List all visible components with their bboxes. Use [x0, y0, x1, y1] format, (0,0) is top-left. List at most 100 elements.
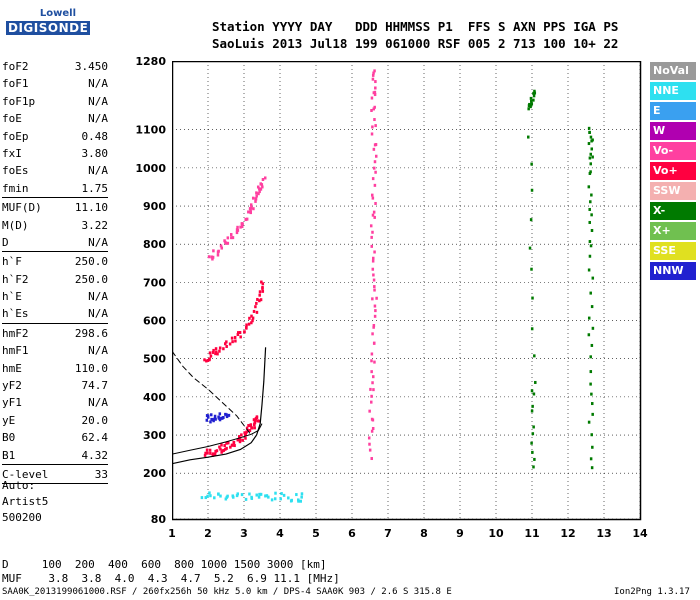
- echo-point: [254, 197, 258, 201]
- param-name: B1: [2, 448, 16, 462]
- param-name: hmF1: [2, 344, 29, 358]
- echo-point: [590, 147, 594, 151]
- param-name: foEp: [2, 129, 29, 143]
- echo-point: [530, 409, 534, 413]
- echo-point: [279, 497, 282, 501]
- echo-point: [373, 93, 377, 97]
- echo-point: [532, 94, 536, 98]
- param-group: MUF(D) 11.10 M(D) 3.22 D N/A: [2, 199, 108, 253]
- echo-point: [206, 414, 210, 418]
- echo-point: [373, 285, 376, 289]
- header-values: SaoLuis 2013 Jul18 199 061000 RSF 005 2 …: [212, 36, 619, 51]
- echo-point: [370, 417, 374, 421]
- param-group: foF2 3.450 foF1 N/A foF1p N/A foE N/A foEp 0.48 fx…: [2, 58, 108, 199]
- echo-point: [245, 426, 249, 430]
- param-row: hmE 110.0: [2, 360, 108, 377]
- echo-point: [529, 218, 533, 222]
- echo-point: [370, 132, 374, 136]
- echo-point: [371, 213, 375, 217]
- param-row: fxI 3.80: [2, 145, 108, 162]
- echo-point: [240, 225, 244, 229]
- echo-point: [244, 497, 248, 501]
- echo-point: [265, 494, 269, 498]
- plot-marks: [172, 69, 595, 503]
- echo-point: [295, 493, 298, 497]
- echo-point: [530, 102, 534, 106]
- echo-point: [236, 331, 240, 335]
- y-tick-label: 600: [143, 315, 166, 328]
- echo-point: [589, 291, 592, 295]
- echo-point: [372, 341, 376, 345]
- echo-point: [231, 340, 234, 344]
- param-row: yE 20.0: [2, 412, 108, 429]
- echo-point: [206, 494, 209, 498]
- profile-curve-2: [172, 423, 263, 455]
- echo-point: [217, 249, 220, 253]
- echo-point: [368, 448, 372, 452]
- echo-point: [274, 491, 277, 495]
- echo-point: [255, 191, 258, 195]
- param-row: C-level 33: [2, 466, 108, 483]
- param-value: 33: [94, 467, 108, 481]
- echo-point: [532, 98, 535, 102]
- echo-point: [224, 412, 227, 416]
- param-name: h`Es: [2, 307, 29, 321]
- echo-point: [588, 220, 591, 224]
- echo-point: [590, 305, 594, 309]
- echo-point: [259, 187, 263, 191]
- param-row: B1 4.32: [2, 447, 108, 464]
- echo-point: [373, 69, 376, 73]
- echo-point: [591, 326, 595, 330]
- echo-point: [270, 498, 274, 502]
- legend-item: NNW: [650, 262, 696, 280]
- echo-point: [247, 210, 250, 214]
- echo-point: [531, 450, 534, 454]
- param-value: 298.6: [74, 326, 108, 340]
- legend-item: SSE: [650, 242, 696, 260]
- legend-item: X+: [650, 222, 696, 240]
- echo-point: [533, 89, 536, 93]
- echo-point: [264, 494, 267, 498]
- echo-point: [218, 418, 222, 422]
- echo-point: [254, 417, 258, 421]
- echo-point: [208, 448, 212, 452]
- echo-point: [372, 273, 375, 277]
- param-row: h`F 250.0: [2, 253, 108, 270]
- echo-point: [282, 493, 286, 497]
- legend-item: NoVal: [650, 62, 696, 80]
- echo-point: [219, 494, 222, 498]
- param-row: h`F2 250.0: [2, 271, 108, 288]
- echo-point: [225, 413, 228, 417]
- echo-point: [370, 429, 374, 433]
- echo-point: [533, 354, 536, 358]
- echo-point: [590, 228, 594, 232]
- echo-point: [225, 415, 229, 419]
- echo-point: [257, 495, 261, 499]
- echo-point: [235, 494, 239, 498]
- echo-point: [256, 419, 260, 423]
- echo-point: [261, 282, 265, 286]
- echo-point: [220, 246, 224, 250]
- echo-point: [374, 124, 377, 128]
- param-value: N/A: [88, 235, 108, 249]
- echo-point: [209, 494, 212, 498]
- param-row: yF2 74.7: [2, 377, 108, 394]
- muf-line: MUF 3.8 3.8 4.0 4.3 4.7 5.2 6.9 11.1 [MH…: [2, 572, 340, 585]
- echo-point: [372, 147, 376, 151]
- echo-point: [225, 441, 228, 445]
- echo-point: [259, 298, 263, 302]
- echo-point: [236, 492, 240, 496]
- param-name: foEs: [2, 164, 29, 178]
- echo-point: [267, 495, 270, 499]
- echo-point: [249, 211, 253, 215]
- echo-point: [587, 268, 591, 272]
- echo-point: [372, 388, 375, 392]
- param-name: M(D): [2, 218, 29, 232]
- echo-point: [373, 183, 377, 187]
- echo-point: [215, 449, 219, 453]
- param-value: 20.0: [81, 413, 109, 427]
- echo-point: [254, 418, 257, 422]
- x-tick-label: 11: [524, 527, 539, 540]
- echo-point: [258, 492, 261, 496]
- echo-point: [220, 443, 223, 447]
